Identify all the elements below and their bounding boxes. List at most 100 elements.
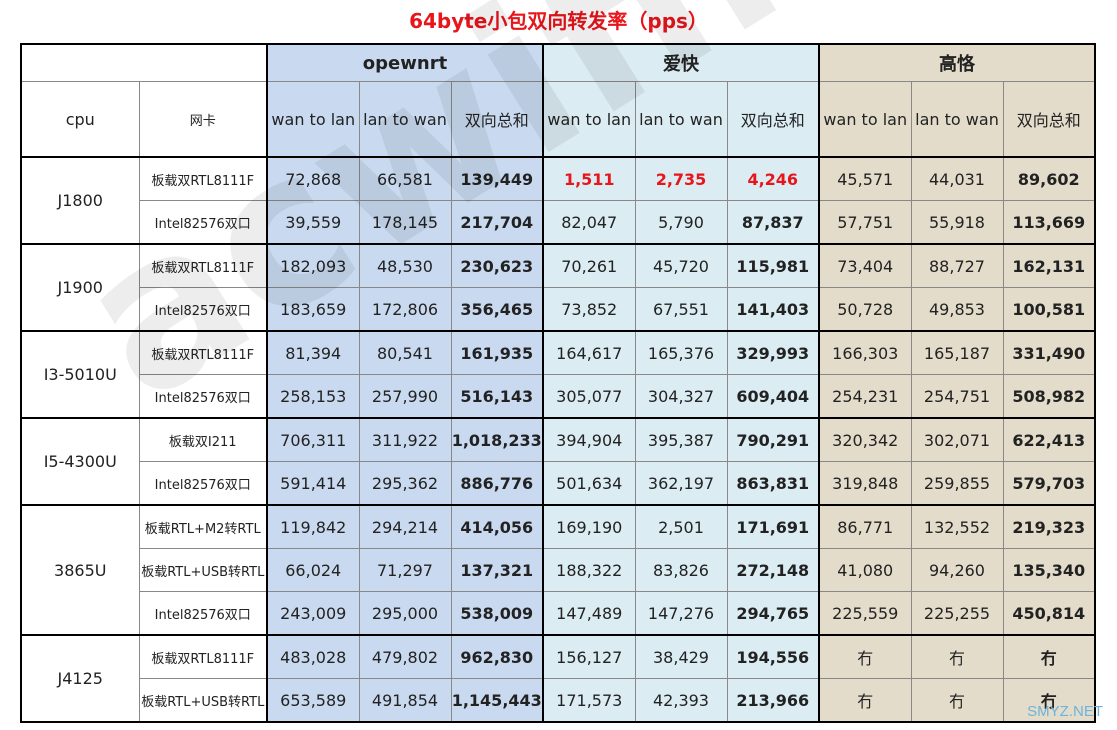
sum-cell: 161,935 bbox=[450, 330, 544, 375]
nic-name: 板载双RTL8111F bbox=[138, 156, 268, 201]
metric-header: lan to wan bbox=[634, 81, 728, 158]
nic-name: Intel82576双口 bbox=[138, 200, 268, 245]
value-cell: 479,802 bbox=[358, 634, 452, 679]
value-cell: 183,659 bbox=[266, 287, 360, 332]
value-cell: 258,153 bbox=[266, 374, 360, 419]
metric-header: lan to wan bbox=[358, 81, 452, 158]
sum-cell: 89,602 bbox=[1002, 156, 1096, 201]
value-cell: 394,904 bbox=[542, 417, 636, 462]
value-cell: 41,080 bbox=[818, 548, 912, 592]
value-cell: 73,404 bbox=[818, 243, 912, 288]
cpu-name: I3-5010U bbox=[20, 330, 140, 419]
sum-cell: 356,465 bbox=[450, 287, 544, 332]
value-cell: 171,573 bbox=[542, 678, 636, 723]
nic-name: Intel82576双口 bbox=[138, 591, 268, 636]
value-cell: 70,261 bbox=[542, 243, 636, 288]
sum-cell: 113,669 bbox=[1002, 200, 1096, 245]
value-cell: 295,000 bbox=[358, 591, 452, 636]
header-blank bbox=[20, 43, 268, 82]
table-row: I5-4300U 板载双I211 706,311 311,922 1,018,233 39… bbox=[20, 417, 1096, 506]
metric-header: wan to lan bbox=[818, 81, 912, 158]
value-cell: 57,751 bbox=[818, 200, 912, 245]
sum-cell: 622,413 bbox=[1002, 417, 1096, 462]
value-cell: 冇 bbox=[818, 678, 912, 723]
table-row: Intel82576双口 591,414 295,362 886,776 501,634… bbox=[21, 461, 1096, 506]
sum-cell: 217,704 bbox=[450, 200, 544, 245]
metric-header: 双向总和 bbox=[450, 81, 544, 158]
value-cell: 83,826 bbox=[634, 548, 728, 592]
value-cell: 188,322 bbox=[542, 548, 636, 592]
value-cell: 2,501 bbox=[634, 504, 728, 549]
group-header: opewnrt bbox=[266, 43, 544, 82]
sum-cell: 294,765 bbox=[726, 591, 820, 636]
sum-cell: 139,449 bbox=[450, 156, 544, 201]
sum-cell: 331,490 bbox=[1002, 330, 1096, 375]
header-group-row: opewnrt 爱快 高恪 bbox=[20, 43, 1096, 82]
value-cell: 冇 bbox=[818, 634, 912, 679]
value-cell: 305,077 bbox=[542, 374, 636, 419]
nic-name: Intel82576双口 bbox=[138, 374, 268, 419]
sum-cell: 329,993 bbox=[726, 330, 820, 375]
value-cell: 166,303 bbox=[818, 330, 912, 375]
value-cell: 39,559 bbox=[266, 200, 360, 245]
table-row: Intel82576双口 39,559 178,145 217,704 82,047 5,… bbox=[21, 200, 1096, 245]
sum-cell: 538,009 bbox=[450, 591, 544, 636]
sum-cell: 137,321 bbox=[450, 548, 544, 592]
group-header: 高恪 bbox=[818, 43, 1096, 82]
value-cell: 311,922 bbox=[358, 417, 452, 462]
cpu-name: J4125 bbox=[20, 634, 140, 723]
table-row: Intel82576双口 243,009 295,000 538,009 147,489… bbox=[21, 591, 1096, 636]
sum-cell: 4,246 bbox=[726, 156, 820, 201]
value-cell: 259,855 bbox=[910, 461, 1004, 506]
value-cell: 冇 bbox=[910, 634, 1004, 679]
table-row: Intel82576双口 258,153 257,990 516,143 305,077… bbox=[21, 374, 1096, 419]
table-row: J1900 板载双RTL8111F 182,093 48,530 230,623 70,2… bbox=[20, 243, 1096, 332]
sum-cell: 213,966 bbox=[726, 678, 820, 723]
metric-header: wan to lan bbox=[266, 81, 360, 158]
cpu-name: J1900 bbox=[20, 243, 140, 332]
sum-cell: 230,623 bbox=[450, 243, 544, 288]
value-cell: 254,231 bbox=[818, 374, 912, 419]
table-row: I3-5010U 板载双RTL8111F 81,394 80,541 161,935 16… bbox=[20, 330, 1096, 419]
value-cell: 119,842 bbox=[266, 504, 360, 549]
sum-cell: 863,831 bbox=[726, 461, 820, 506]
value-cell: 156,127 bbox=[542, 634, 636, 679]
value-cell: 86,771 bbox=[818, 504, 912, 549]
value-cell: 45,571 bbox=[818, 156, 912, 201]
value-cell: 71,297 bbox=[358, 548, 452, 592]
nic-name: 板载RTL+M2转RTL bbox=[138, 504, 268, 549]
table-row: 3865U 板载RTL+M2转RTL 119,842 294,214 414,056 16… bbox=[20, 504, 1096, 636]
sum-cell: 579,703 bbox=[1002, 461, 1096, 506]
corner-watermark: SMYZ.NET bbox=[1027, 703, 1103, 720]
sum-cell: 冇 bbox=[1002, 678, 1096, 723]
value-cell: 94,260 bbox=[910, 548, 1004, 592]
table-row: J4125 板载双RTL8111F 483,028 479,802 962,830 156… bbox=[20, 634, 1096, 723]
header-sub-row: cpu 网卡 wan to lan lan to wan 双向总和 wan to lan l… bbox=[20, 81, 1096, 158]
sum-cell: 1,145,443 bbox=[450, 678, 544, 723]
sum-cell: 171,691 bbox=[726, 504, 820, 549]
metric-header: 双向总和 bbox=[1002, 81, 1096, 158]
value-cell: 501,634 bbox=[542, 461, 636, 506]
value-cell: 81,394 bbox=[266, 330, 360, 375]
value-cell: 706,311 bbox=[266, 417, 360, 462]
metric-header: lan to wan bbox=[910, 81, 1004, 158]
nic-name: 板载双RTL8111F bbox=[138, 243, 268, 288]
value-cell: 66,024 bbox=[266, 548, 360, 592]
value-cell: 72,868 bbox=[266, 156, 360, 201]
sum-cell: 516,143 bbox=[450, 374, 544, 419]
sum-cell: 1,018,233 bbox=[450, 417, 544, 462]
value-cell: 2,735 bbox=[634, 156, 728, 201]
value-cell: 165,376 bbox=[634, 330, 728, 375]
sum-cell: 886,776 bbox=[450, 461, 544, 506]
sum-cell: 135,340 bbox=[1002, 548, 1096, 592]
value-cell: 66,581 bbox=[358, 156, 452, 201]
value-cell: 55,918 bbox=[910, 200, 1004, 245]
sum-cell: 冇 bbox=[1002, 634, 1096, 679]
value-cell: 5,790 bbox=[634, 200, 728, 245]
value-cell: 182,093 bbox=[266, 243, 360, 288]
metric-header: wan to lan bbox=[542, 81, 636, 158]
sum-cell: 962,830 bbox=[450, 634, 544, 679]
value-cell: 38,429 bbox=[634, 634, 728, 679]
value-cell: 88,727 bbox=[910, 243, 1004, 288]
nic-name: 板载双RTL8111F bbox=[138, 330, 268, 375]
